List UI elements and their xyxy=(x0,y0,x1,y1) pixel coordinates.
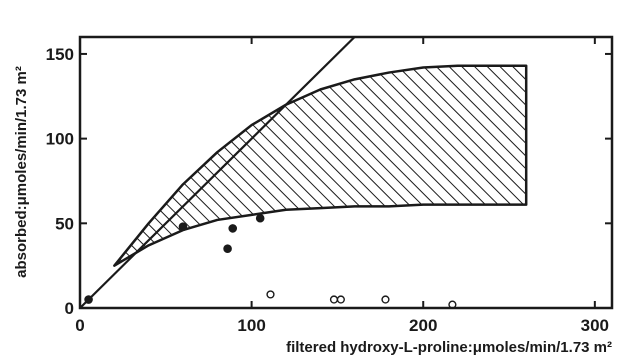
shaded-region xyxy=(113,64,528,267)
x-tick-label: 200 xyxy=(409,316,437,335)
data-point-filled xyxy=(223,244,232,254)
x-tick-label: 300 xyxy=(581,316,609,335)
data-point-filled xyxy=(228,224,238,233)
x-tick-label: 100 xyxy=(237,316,265,335)
data-point-open xyxy=(381,295,390,304)
data-point-open xyxy=(329,295,339,304)
data-point-filled xyxy=(178,222,188,231)
y-tick-label: 150 xyxy=(46,45,74,64)
y-tick-label: 50 xyxy=(55,214,74,233)
data-point-filled xyxy=(84,295,93,304)
plot-frame xyxy=(78,35,614,310)
x-tick-label: 0 xyxy=(75,316,84,335)
identity-line xyxy=(80,37,356,308)
x-axis-label: filtered hydroxy-L-proline:μmoles/min/1.… xyxy=(286,339,612,356)
data-point-open xyxy=(336,295,345,304)
y-tick-label: 100 xyxy=(46,130,74,149)
data-point-open xyxy=(448,300,457,308)
data-point-filled xyxy=(255,213,265,223)
y-axis-label: absorbed:μmoles/min/1.73 m² xyxy=(13,66,30,278)
y-tick-label: 0 xyxy=(65,299,74,318)
data-point-open xyxy=(266,290,275,299)
